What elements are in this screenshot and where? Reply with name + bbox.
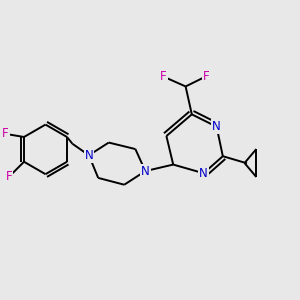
Text: N: N (199, 167, 208, 180)
Text: F: F (160, 70, 166, 83)
Text: F: F (2, 128, 9, 140)
Text: N: N (85, 149, 93, 162)
Text: F: F (6, 170, 12, 183)
Text: F: F (202, 70, 209, 83)
Text: N: N (141, 165, 150, 178)
Text: N: N (212, 120, 221, 133)
